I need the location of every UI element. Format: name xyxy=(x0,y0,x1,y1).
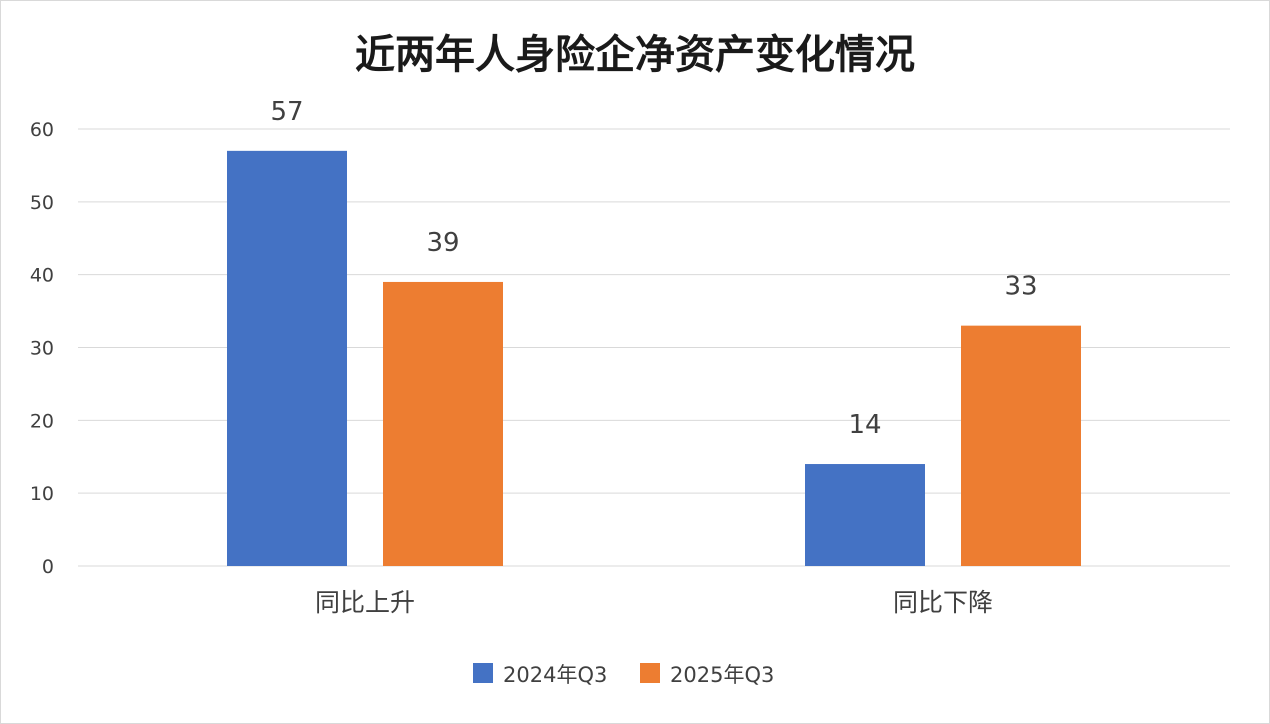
bars xyxy=(227,150,1081,566)
legend-swatch xyxy=(640,663,660,683)
data-label: 57 xyxy=(270,97,303,127)
bar-series1-cat1 xyxy=(227,150,347,566)
y-tick-label: 50 xyxy=(30,192,54,214)
bar-series1-cat2 xyxy=(805,464,925,566)
y-axis-ticks: 0 10 20 30 40 50 60 xyxy=(30,119,54,578)
category-label: 同比下降 xyxy=(893,588,993,617)
data-label: 39 xyxy=(426,228,459,258)
y-tick-label: 30 xyxy=(30,338,54,360)
data-labels: 57 39 14 33 xyxy=(270,97,1037,440)
y-tick-label: 20 xyxy=(30,410,54,432)
legend-label: 2025年Q3 xyxy=(670,663,774,687)
y-tick-label: 40 xyxy=(30,265,54,287)
legend-label: 2024年Q3 xyxy=(503,663,607,687)
y-tick-label: 0 xyxy=(42,556,54,578)
legend: 2024年Q3 2025年Q3 xyxy=(473,663,774,687)
category-label: 同比上升 xyxy=(315,588,415,617)
x-axis-categories: 同比上升 同比下降 xyxy=(315,588,993,617)
y-tick-label: 60 xyxy=(30,119,54,141)
legend-swatch xyxy=(473,663,493,683)
chart-title: 近两年人身险企净资产变化情况 xyxy=(355,31,915,78)
data-label: 14 xyxy=(848,410,881,440)
bar-series2-cat2 xyxy=(961,325,1081,566)
y-tick-label: 10 xyxy=(30,483,54,505)
data-label: 33 xyxy=(1004,272,1037,302)
bar-series2-cat1 xyxy=(383,281,503,566)
